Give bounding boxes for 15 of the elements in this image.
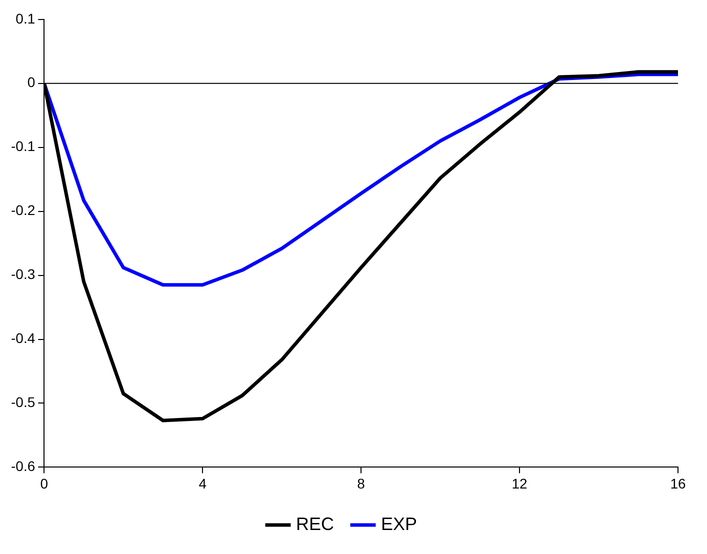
y-tick-label: -0.5 xyxy=(11,394,36,410)
y-tick-label: -0.1 xyxy=(11,138,36,154)
x-tick-label: 12 xyxy=(512,475,528,492)
y-tick-label: -0.4 xyxy=(11,330,36,346)
y-tick-label: -0.2 xyxy=(11,202,36,218)
y-tick-label: 0.1 xyxy=(16,10,36,26)
y-tick-label: -0.6 xyxy=(11,458,36,474)
legend-label: EXP xyxy=(380,514,418,534)
y-tick-label: 0 xyxy=(27,74,36,90)
x-tick-label: 0 xyxy=(40,475,48,492)
x-tick-label: 4 xyxy=(198,475,207,492)
x-tick-label: 8 xyxy=(357,475,366,492)
y-tick-label: -0.3 xyxy=(11,266,36,282)
x-tick-label: 16 xyxy=(670,475,686,492)
legend-label: REC xyxy=(296,514,334,534)
